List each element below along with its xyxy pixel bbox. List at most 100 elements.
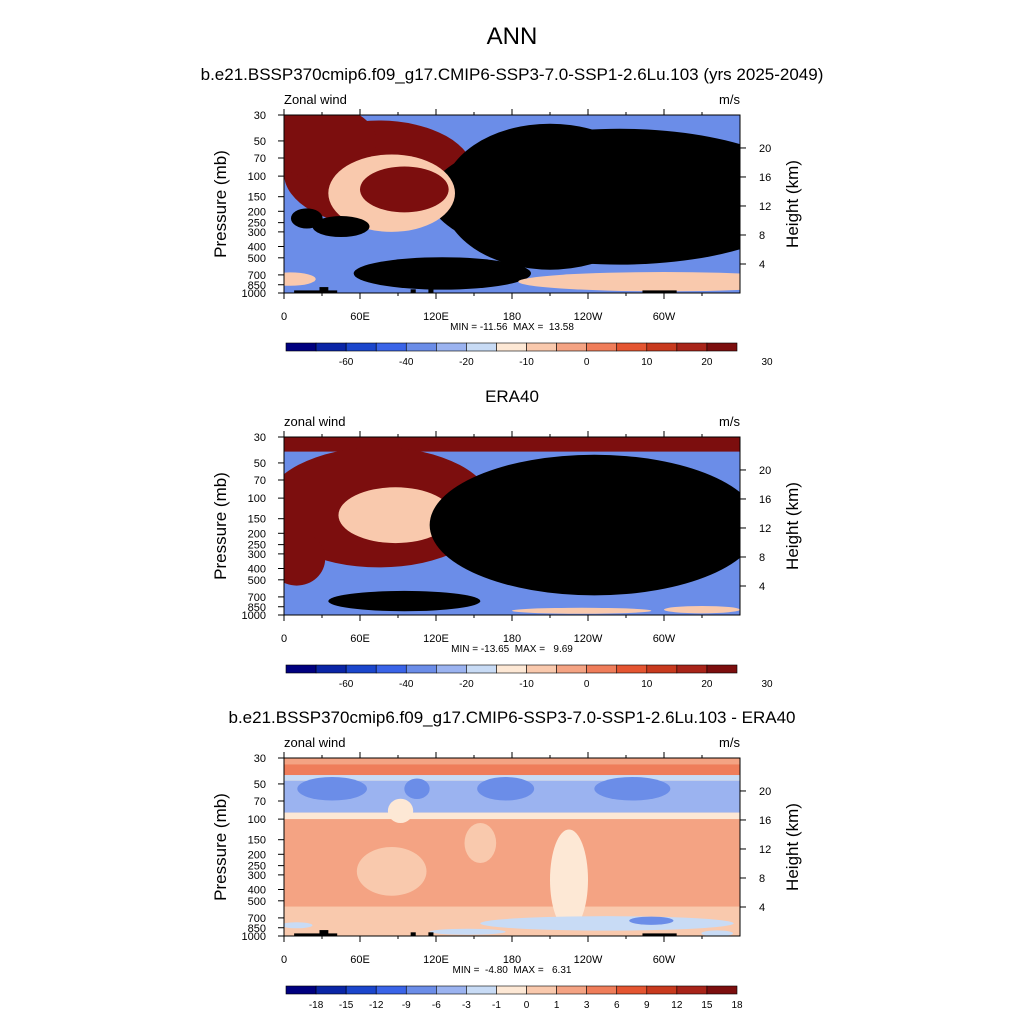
contour-region: [290, 208, 323, 229]
height-tick-label: 16: [759, 172, 771, 184]
figure-title: ANN: [487, 23, 538, 50]
y-tick-label: 700: [248, 270, 266, 282]
x-tick-label: 120W: [574, 954, 603, 966]
x-tick-label: 120W: [574, 311, 603, 323]
min-max-label: MIN = -4.80 MAX = 6.31: [453, 965, 572, 976]
y-tick-label: 1000: [242, 288, 266, 300]
x-tick-label: 0: [281, 954, 287, 966]
height-tick-label: 20: [759, 143, 771, 155]
height-tick-label: 4: [759, 259, 765, 271]
y-tick-label: 100: [248, 493, 266, 505]
contour-band: [284, 812, 740, 820]
colorbar-swatch: [345, 342, 377, 352]
y-tick-label: 30: [254, 110, 266, 122]
contour-region: [284, 922, 313, 929]
contour-region: [284, 272, 316, 286]
topography-mask: [410, 932, 416, 936]
y-tick-label: 400: [248, 884, 266, 896]
y-tick-label: 70: [254, 475, 266, 487]
contour-region: [353, 257, 531, 290]
colorbar-swatch: [526, 342, 557, 352]
y-tick-label: 70: [254, 153, 266, 165]
colorbar-label: 12: [671, 1000, 683, 1011]
colorbar-swatch: [616, 985, 648, 995]
colorbar: -18 -15 -12 -9 -6 -3 -1 0 1 3 6 9 12 15 18: [285, 985, 743, 1011]
contour-field: [284, 437, 740, 615]
colorbar-swatch: [285, 664, 317, 674]
height-tick-label: 12: [759, 523, 771, 535]
units-label: m/s: [719, 414, 740, 429]
contour-field: [284, 758, 740, 936]
contour-region: [404, 778, 430, 800]
y-tick-label: 300: [248, 227, 266, 239]
contour-region: [356, 847, 427, 896]
colorbar-swatch: [466, 664, 497, 674]
colorbar-swatch: [345, 985, 377, 995]
colorbar-swatch: [586, 985, 618, 995]
colorbar-swatch: [646, 985, 678, 995]
colorbar: -60 -40 -20 -10 0 10 20 30: [285, 342, 773, 368]
colorbar-swatch: [375, 985, 407, 995]
height-tick-label: 12: [759, 844, 771, 856]
x-tick-label: 60E: [350, 954, 370, 966]
y-tick-label: 50: [254, 458, 266, 470]
y-tick-label: 200: [248, 849, 266, 861]
x-tick-label: 120E: [423, 954, 449, 966]
contour-region: [477, 777, 535, 801]
height-tick-label: 20: [759, 465, 771, 477]
colorbar-label: 20: [701, 357, 713, 368]
topography-mask: [642, 933, 677, 936]
colorbar-swatch: [436, 664, 467, 674]
units-label: m/s: [719, 92, 740, 107]
colorbar-swatch: [556, 342, 587, 352]
contour-region: [480, 916, 734, 931]
colorbar-swatch: [706, 664, 738, 674]
colorbar-swatch: [676, 342, 708, 352]
y-axis-title: Pressure (mb): [211, 793, 230, 901]
colorbar-swatch: [646, 664, 678, 674]
colorbar-label: -60: [339, 679, 354, 690]
y-tick-label: 50: [254, 779, 266, 791]
y-tick-label: 150: [248, 514, 266, 526]
contour-region: [657, 148, 727, 223]
contour-region: [512, 607, 652, 614]
x-tick-label: 180: [503, 633, 521, 645]
x-tick-label: 120E: [423, 633, 449, 645]
contour-band: [284, 758, 740, 765]
panel-3: b.e21.BSSP370cmip6.f09_g17.CMIP6-SSP3-7.…: [211, 708, 802, 1011]
colorbar-label: -10: [519, 357, 534, 368]
colorbar-label: -40: [399, 679, 414, 690]
height-tick-label: 8: [759, 230, 765, 242]
contour-region: [518, 272, 740, 292]
colorbar-swatch: [706, 342, 738, 352]
colorbar-label: 10: [641, 679, 653, 690]
contour-region: [360, 166, 449, 213]
y-tick-label: 150: [248, 192, 266, 204]
colorbar-swatch: [315, 342, 347, 352]
contour-region: [594, 777, 671, 801]
colorbar-swatch: [496, 342, 527, 352]
colorbar-label: 1: [554, 1000, 560, 1011]
y-tick-label: 400: [248, 241, 266, 253]
x-tick-label: 0: [281, 633, 287, 645]
topography-mask: [319, 287, 329, 293]
y-tick-label: 250: [248, 218, 266, 230]
colorbar: -60 -40 -20 -10 0 10 20 30: [285, 664, 773, 690]
colorbar-swatch: [496, 664, 527, 674]
colorbar-label: -10: [519, 679, 534, 690]
panel-1: b.e21.BSSP370cmip6.f09_g17.CMIP6-SSP3-7.…: [201, 65, 824, 368]
colorbar-swatch: [616, 664, 648, 674]
contour-region: [338, 487, 453, 544]
y-tick-label: 850: [248, 923, 266, 935]
panel-title: ERA40: [485, 387, 539, 406]
y-tick-label: 850: [248, 280, 266, 292]
colorbar-swatch: [315, 985, 347, 995]
colorbar-swatch: [345, 664, 377, 674]
height-axis-title: Height (km): [783, 160, 802, 248]
contour-region: [496, 154, 649, 232]
contour-region: [312, 216, 370, 238]
colorbar-label: -3: [462, 1000, 471, 1011]
height-axis-title: Height (km): [783, 482, 802, 570]
topography-mask: [428, 289, 434, 293]
